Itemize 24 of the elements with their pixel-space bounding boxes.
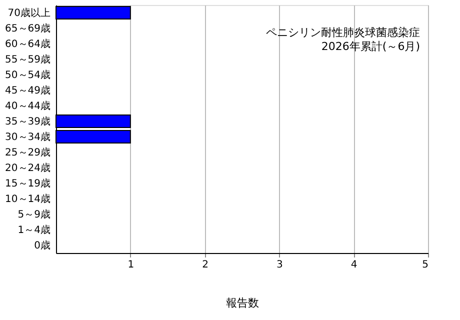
x-axis-title: 報告数 — [226, 296, 259, 310]
y-tick-label: 25～29歳 — [5, 146, 50, 158]
y-tick-label: 35～39歳 — [5, 115, 50, 128]
y-tick-label: 40～44歳 — [5, 100, 50, 112]
y-tick-label: 1～4歳 — [18, 224, 50, 236]
y-tick-label: 65～69歳 — [5, 22, 50, 34]
y-tick-label: 5～9歳 — [18, 208, 50, 220]
y-tick-label: 70歳以上 — [8, 6, 50, 19]
x-tick-label: 4 — [350, 260, 358, 270]
y-tick-label: 15～19歳 — [5, 177, 50, 190]
text: ペニシリン耐性肺炎球菌感染症 — [266, 26, 420, 39]
text: 2026年累計(～6月) — [321, 40, 420, 53]
x-tick-label: 1 — [128, 260, 134, 270]
y-tick-label: 30～34歳 — [5, 130, 50, 143]
y-tick-label: 55～59歳 — [5, 53, 50, 66]
y-tick-label: 50～54歳 — [5, 68, 50, 81]
y-tick-label: 0歳 — [34, 239, 50, 252]
y-tick-label: 60～64歳 — [5, 38, 50, 50]
y-tick-label: 20～24歳 — [5, 162, 50, 174]
x-tick-label: 5 — [422, 260, 428, 270]
x-tick-label: 2 — [202, 260, 208, 270]
y-tick-label: 10～14歳 — [5, 192, 50, 205]
y-tick-label: 45～49歳 — [5, 84, 50, 96]
x-tick-label: 3 — [276, 260, 283, 270]
